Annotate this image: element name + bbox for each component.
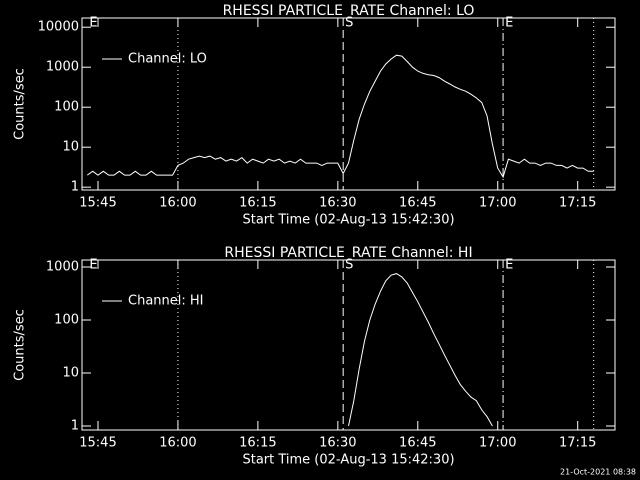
y-tick-label: 1000 xyxy=(46,259,79,274)
data-line xyxy=(348,273,493,427)
x-tick-label: 16:15 xyxy=(239,436,276,451)
plot-frame xyxy=(81,17,616,191)
x-tick-label: 16:45 xyxy=(399,196,436,211)
x-tick-label: 16:00 xyxy=(159,196,196,211)
y-tick-label: 10000 xyxy=(38,20,79,35)
y-tick-label: 100 xyxy=(54,312,79,327)
chart-title: RHESSI PARTICLE_RATE Channel: HI xyxy=(224,245,472,261)
y-tick-label: 1000 xyxy=(46,60,79,75)
y-tick-label: 100 xyxy=(54,100,79,115)
y-tick-label: 1 xyxy=(71,418,79,433)
y-axis-label: Counts/sec xyxy=(13,68,28,140)
marker-label: S xyxy=(345,16,353,31)
marker-label: E xyxy=(505,16,513,31)
marker-label: E xyxy=(89,258,97,273)
x-tick-label: 17:15 xyxy=(559,436,596,451)
x-tick-label: 17:00 xyxy=(479,436,516,451)
x-tick-label: 17:15 xyxy=(559,196,596,211)
marker-label: E xyxy=(505,258,513,273)
y-axis-label: Counts/sec xyxy=(13,309,28,381)
x-tick-label: 16:45 xyxy=(399,436,436,451)
data-line xyxy=(87,54,594,179)
x-tick-label: 16:30 xyxy=(319,436,356,451)
plot-frame xyxy=(81,259,616,431)
marker-label: S xyxy=(345,258,353,273)
x-tick-label: 17:00 xyxy=(479,196,516,211)
chart-title: RHESSI PARTICLE_RATE Channel: LO xyxy=(223,3,475,19)
x-tick-label: 16:00 xyxy=(159,436,196,451)
x-tick-label: 16:15 xyxy=(239,196,276,211)
marker-label: E xyxy=(89,16,97,31)
legend-label: Channel: LO xyxy=(128,52,207,67)
x-tick-label: 15:45 xyxy=(79,196,116,211)
y-tick-label: 1 xyxy=(71,180,79,195)
y-tick-label: 10 xyxy=(62,365,79,380)
x-tick-label: 16:30 xyxy=(319,196,356,211)
x-tick-label: 15:45 xyxy=(79,436,116,451)
legend-label: Channel: HI xyxy=(128,294,204,309)
x-axis-label: Start Time (02-Aug-13 15:42:30) xyxy=(242,453,454,468)
y-tick-label: 10 xyxy=(62,140,79,155)
x-axis-label: Start Time (02-Aug-13 15:42:30) xyxy=(242,213,454,228)
timestamp: 21-Oct-2021 08:38 xyxy=(560,468,636,477)
